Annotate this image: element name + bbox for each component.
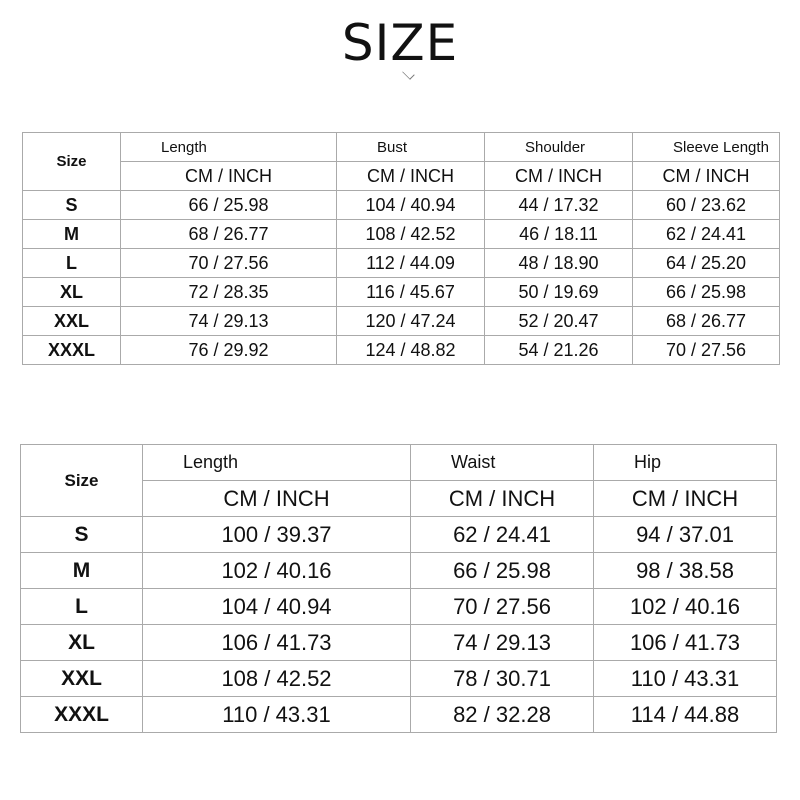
column-header: Sleeve Length (632, 132, 780, 162)
measurement-cell: 74 / 29.13 (120, 306, 337, 336)
measurement-cell: 48 / 18.90 (484, 248, 633, 278)
unit-label: CM / INCH (632, 161, 780, 191)
column-header: Waist (410, 444, 594, 481)
measurement-cell: 64 / 25.20 (632, 248, 780, 278)
measurement-cell: 60 / 23.62 (632, 190, 780, 220)
measurement-cell: 54 / 21.26 (484, 335, 633, 365)
measurement-cell: 102 / 40.16 (142, 552, 411, 589)
table-row: XXL 74 / 29.13 120 / 47.24 52 / 20.47 68 / 2… (22, 306, 780, 336)
measurement-cell: 68 / 26.77 (120, 219, 337, 249)
size-cell: L (20, 588, 143, 625)
measurement-cell: 106 / 41.73 (593, 624, 777, 661)
measurement-cell: 70 / 27.56 (410, 588, 594, 625)
table-row: M 68 / 26.77 108 / 42.52 46 / 18.11 62 / 24.… (22, 219, 780, 249)
measurement-cell: 68 / 26.77 (632, 306, 780, 336)
column-header: Bust (336, 132, 485, 162)
size-cell: XXL (22, 306, 121, 336)
size-cell: XL (20, 624, 143, 661)
table-row: XL 106 / 41.73 74 / 29.13 106 / 41.73 (20, 624, 777, 661)
measurement-cell: 50 / 19.69 (484, 277, 633, 307)
size-cell: XL (22, 277, 121, 307)
measurement-cell: 46 / 18.11 (484, 219, 633, 249)
measurement-cell: 124 / 48.82 (336, 335, 485, 365)
measurement-cell: 66 / 25.98 (120, 190, 337, 220)
table-row: L 70 / 27.56 112 / 44.09 48 / 18.90 64 / 25.… (22, 248, 780, 278)
measurement-cell: 116 / 45.67 (336, 277, 485, 307)
size-cell: XXXL (22, 335, 121, 365)
size-cell: M (22, 219, 121, 249)
measurement-cell: 114 / 44.88 (593, 696, 777, 733)
column-header: Length (142, 444, 411, 481)
measurement-cell: 72 / 28.35 (120, 277, 337, 307)
unit-row: CM / INCH CM / INCH CM / INCH (21, 480, 777, 517)
table-row: XL 72 / 28.35 116 / 45.67 50 / 19.69 66 / 25… (22, 277, 780, 307)
table-row: M 102 / 40.16 66 / 25.98 98 / 38.58 (20, 552, 777, 589)
measurement-cell: 98 / 38.58 (593, 552, 777, 589)
size-cell: XXXL (20, 696, 143, 733)
unit-label: CM / INCH (336, 161, 485, 191)
measurement-cell: 66 / 25.98 (632, 277, 780, 307)
measurement-cell: 76 / 29.92 (120, 335, 337, 365)
measurement-cell: 120 / 47.24 (336, 306, 485, 336)
table-row: L 104 / 40.94 70 / 27.56 102 / 40.16 (20, 588, 777, 625)
measurement-cell: 100 / 39.37 (142, 516, 411, 553)
size-header: Size (22, 132, 121, 191)
table-row: XXL 108 / 42.52 78 / 30.71 110 / 43.31 (20, 660, 777, 697)
unit-label: CM / INCH (593, 480, 777, 517)
size-cell: XXL (20, 660, 143, 697)
size-cell: S (20, 516, 143, 553)
measurement-cell: 112 / 44.09 (336, 248, 485, 278)
measurement-cell: 110 / 43.31 (593, 660, 777, 697)
table-row: S 66 / 25.98 104 / 40.94 44 / 17.32 60 / 23.… (22, 190, 780, 220)
column-header: Length (120, 132, 337, 162)
bottoms-size-table: Size Length Waist Hip CM / INCH CM / INCH CM /… (20, 444, 777, 733)
measurement-cell: 44 / 17.32 (484, 190, 633, 220)
column-header: Shoulder (484, 132, 633, 162)
unit-label: CM / INCH (484, 161, 633, 191)
header-row: Size Length Waist Hip (20, 444, 777, 517)
size-cell: L (22, 248, 121, 278)
size-header: Size (20, 444, 143, 517)
column-header: Hip (593, 444, 777, 481)
measurement-cell: 106 / 41.73 (142, 624, 411, 661)
measurement-cell: 62 / 24.41 (632, 219, 780, 249)
measurement-cell: 108 / 42.52 (336, 219, 485, 249)
measurement-cell: 62 / 24.41 (410, 516, 594, 553)
table-row: S 100 / 39.37 62 / 24.41 94 / 37.01 (20, 516, 777, 553)
measurement-cell: 104 / 40.94 (336, 190, 485, 220)
tops-size-table: Size Length Bust Shoulder Sleeve Length CM / … (22, 132, 780, 365)
measurement-cell: 70 / 27.56 (632, 335, 780, 365)
measurement-cell: 94 / 37.01 (593, 516, 777, 553)
measurement-cell: 104 / 40.94 (142, 588, 411, 625)
size-cell: S (22, 190, 121, 220)
unit-row: CM / INCH CM / INCH CM / INCH CM / INCH (23, 161, 780, 191)
measurement-cell: 102 / 40.16 (593, 588, 777, 625)
measurement-cell: 78 / 30.71 (410, 660, 594, 697)
measurement-cell: 52 / 20.47 (484, 306, 633, 336)
measurement-cell: 108 / 42.52 (142, 660, 411, 697)
header-row: Size Length Bust Shoulder Sleeve Length (22, 132, 780, 191)
table-row: XXXL 110 / 43.31 82 / 32.28 114 / 44.88 (20, 696, 777, 733)
size-cell: M (20, 552, 143, 589)
table-row: XXXL 76 / 29.92 124 / 48.82 54 / 21.26 70 / … (22, 335, 780, 365)
measurement-cell: 82 / 32.28 (410, 696, 594, 733)
page-title: SIZE (341, 14, 459, 72)
measurement-cell: 70 / 27.56 (120, 248, 337, 278)
measurement-cell: 110 / 43.31 (142, 696, 411, 733)
measurement-cell: 74 / 29.13 (410, 624, 594, 661)
measurement-cell: 66 / 25.98 (410, 552, 594, 589)
unit-label: CM / INCH (410, 480, 594, 517)
unit-label: CM / INCH (142, 480, 411, 517)
unit-label: CM / INCH (120, 161, 337, 191)
